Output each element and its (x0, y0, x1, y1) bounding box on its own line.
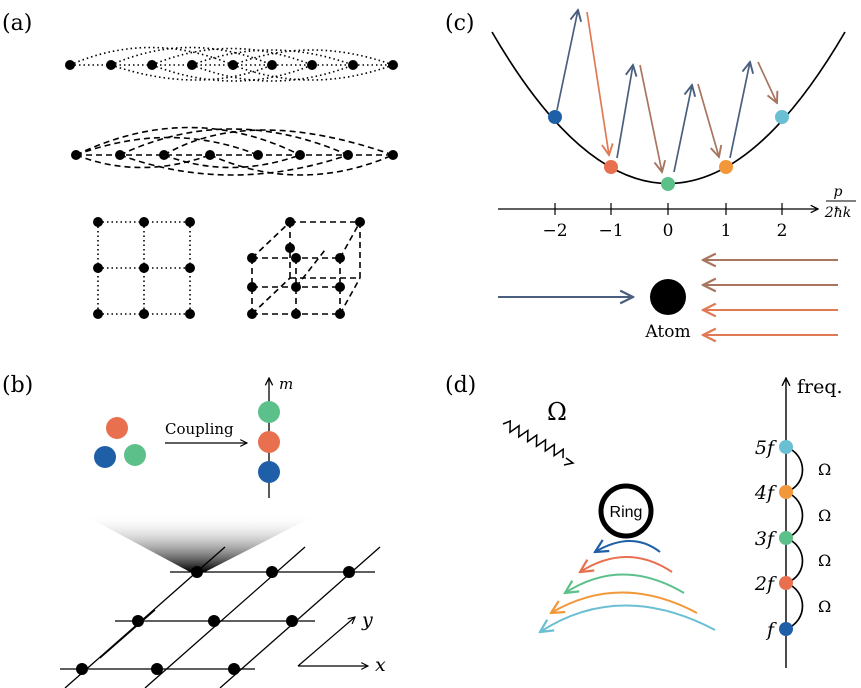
coupling-label: Ω (818, 551, 831, 570)
dashed-chain-1d (75, 126, 394, 176)
drive-wave-icon (502, 419, 564, 459)
zoom-cone (82, 514, 318, 572)
momentum-axis-label: p 2ħk (824, 184, 856, 221)
frequency-level-labels: 5f 4f 3f 2f f (754, 437, 777, 641)
panel-a: (a) (2, 11, 398, 319)
dispersion-parabola (491, 31, 846, 185)
level-label: 5f (755, 437, 777, 459)
tick-label: 2 (777, 221, 788, 241)
synthetic-axis-label: m (279, 375, 293, 393)
synthetic-lattice-sites (258, 401, 280, 483)
real-space-lattice (60, 546, 381, 688)
level-label: 3f (755, 528, 777, 550)
atom-dot (650, 279, 686, 315)
dashed-cube-lattice (247, 217, 365, 319)
axis-label-denominator: 2ħk (824, 205, 851, 221)
transition-arrows (556, 10, 777, 172)
atom-cluster (94, 417, 146, 468)
coupling-label: Ω (818, 460, 831, 479)
x-axis-label: x (375, 654, 386, 676)
panel-b: (b) Coupling m (2, 373, 386, 688)
counter-beams (703, 260, 838, 335)
panel-c-label: (c) (445, 11, 475, 36)
y-axis-arrow (297, 617, 355, 667)
drive-arrowhead-icon (563, 457, 575, 466)
panel-d-label: (d) (445, 373, 476, 398)
momentum-tick-labels: −2 −1 0 1 2 (542, 221, 787, 241)
level-label: 2f (754, 573, 777, 595)
momentum-states (548, 110, 789, 191)
emitted-arcs (540, 541, 716, 632)
coupling-label: Ω (818, 506, 831, 525)
atom-label: Atom (644, 322, 690, 342)
tick-label: −1 (598, 221, 623, 241)
panel-d: (d) Ω Ring freq. Ω Ω Ω Ω (445, 373, 843, 668)
level-label: f (765, 619, 777, 641)
panel-b-label: (b) (2, 373, 33, 398)
ring-label: Ring (610, 504, 643, 521)
y-axis-label: y (361, 609, 373, 631)
coupling-label: Coupling (165, 420, 234, 438)
coupling-label: Ω (818, 597, 831, 616)
dashed-chain-sites (71, 150, 398, 160)
tick-label: −2 (542, 221, 567, 241)
real-space-sites (76, 566, 355, 675)
coupling-labels: Ω Ω Ω Ω (818, 460, 831, 616)
level-label: 4f (754, 482, 777, 504)
frequency-axis-label: freq. (797, 376, 843, 398)
panel-a-label: (a) (2, 11, 32, 36)
ring-resonator (598, 483, 654, 539)
tick-label: 1 (721, 221, 732, 241)
dotted-square-lattice (93, 217, 195, 319)
panel-c: (c) (445, 10, 856, 342)
momentum-axis-ticks (554, 203, 783, 215)
dotted-chain-sites (65, 60, 398, 70)
dotted-chain-1d (69, 46, 394, 82)
frequency-levels (779, 440, 793, 636)
axis-label-numerator: p (834, 184, 843, 200)
tick-label: 0 (663, 221, 674, 241)
drive-label: Ω (547, 398, 567, 426)
